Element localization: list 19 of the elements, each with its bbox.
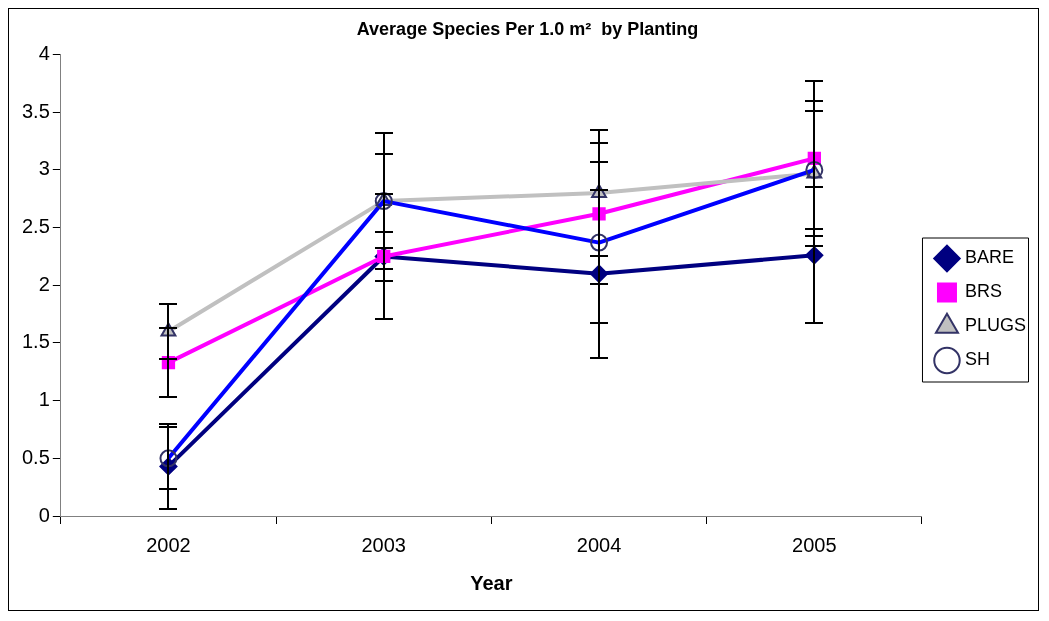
y-tick-label: 2	[38, 272, 50, 295]
y-tick-label: 0.5	[21, 445, 50, 468]
x-tick-label: 2002	[146, 533, 191, 556]
y-tick-label: 1.5	[21, 330, 50, 353]
y-tick-label: 3	[38, 157, 50, 180]
x-axis-title: Year	[470, 571, 513, 594]
y-tick-label: 4	[38, 42, 50, 65]
legend-label: BARE	[964, 247, 1015, 268]
legend-label: SH	[964, 349, 990, 370]
x-tick-label: 2005	[792, 533, 837, 556]
legend-label: BRS	[964, 281, 1002, 302]
x-tick-label: 2004	[576, 533, 622, 556]
y-tick-label: 3.5	[21, 99, 50, 122]
y-tick-label: 1	[38, 388, 50, 411]
y-tick-label: 0	[38, 503, 50, 526]
y-tick-label: 2.5	[21, 215, 50, 238]
legend-label: PLUGS	[964, 315, 1027, 336]
chart-title: Average Species Per 1.0 m² by Planting	[356, 18, 699, 39]
x-tick-label: 2003	[361, 533, 406, 556]
